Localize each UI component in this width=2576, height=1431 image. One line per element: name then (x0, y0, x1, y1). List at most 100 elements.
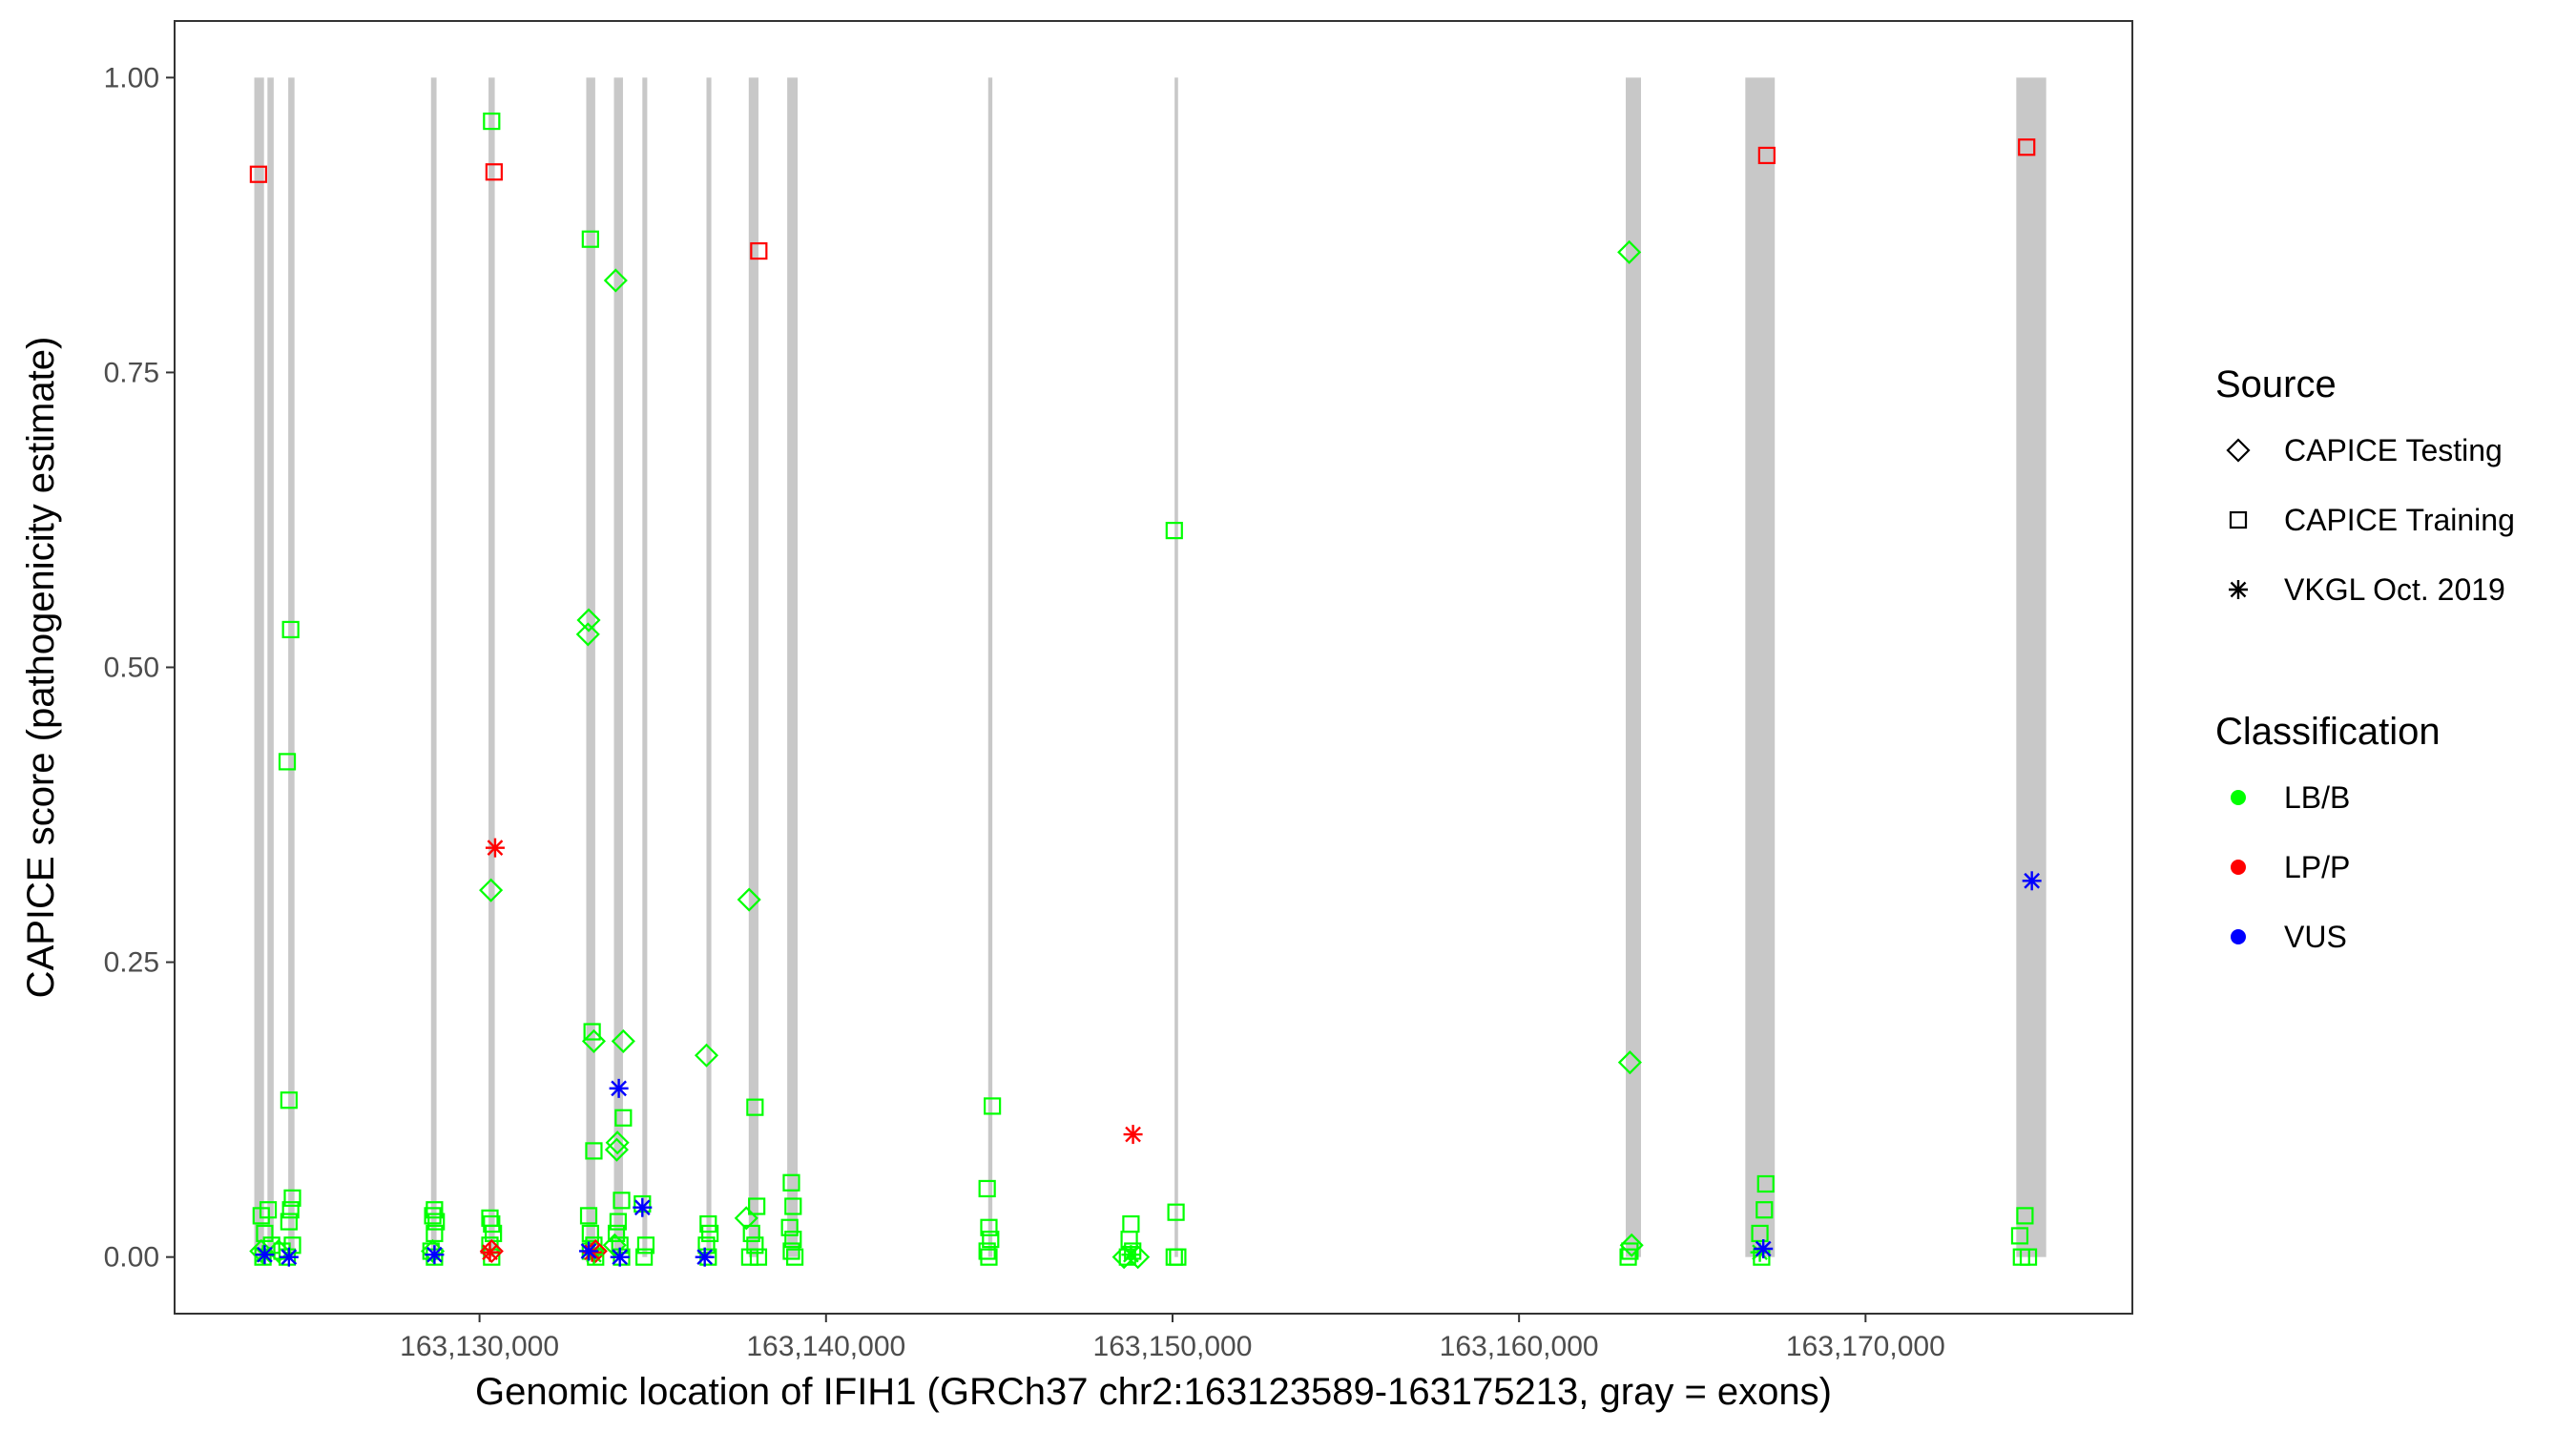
data-point (694, 1043, 719, 1068)
exon-band (642, 77, 648, 1257)
series-capice-testing-lb-b (249, 239, 1644, 1270)
data-point (1165, 521, 1183, 540)
exon-band (488, 77, 495, 1257)
x-axis-title: Genomic location of IFIH1 (GRCh37 chr2:1… (475, 1371, 1832, 1413)
data-point (610, 1247, 630, 1267)
legend-key-diamond (2226, 438, 2251, 463)
data-point (421, 1238, 446, 1264)
data-point (1754, 1239, 1774, 1259)
axes: 0.00 0.25 0.50 0.75 1.00 163,130,000 163,140,0… (104, 62, 1945, 1362)
exon-band (787, 77, 799, 1257)
data-point (786, 1248, 804, 1266)
data-point (1617, 239, 1642, 264)
series-vkgl-oct-2019-lp-p (480, 838, 1143, 1262)
data-point (1169, 1248, 1187, 1266)
data-point (609, 1078, 629, 1098)
data-point (633, 1197, 653, 1217)
data-point (784, 1231, 802, 1249)
data-point (581, 1028, 607, 1053)
legend-key-square (2229, 510, 2248, 529)
data-point (480, 1242, 500, 1262)
exon-band (586, 77, 595, 1257)
data-point (249, 1238, 274, 1264)
data-point (984, 1097, 1002, 1115)
legend-key-dot (2231, 790, 2246, 805)
data-point (1167, 1203, 1185, 1221)
data-point (782, 1173, 800, 1192)
data-point (980, 1218, 998, 1236)
data-point (636, 1236, 655, 1255)
exon-bands (254, 77, 2046, 1257)
exon-band (254, 77, 264, 1257)
data-point (980, 1248, 998, 1266)
data-point (281, 1201, 300, 1219)
data-point (583, 1023, 601, 1041)
data-point (603, 268, 628, 293)
data-point (607, 1224, 626, 1243)
data-point (2010, 1227, 2029, 1245)
data-point (1757, 146, 1776, 165)
data-point (2019, 1248, 2038, 1266)
data-point (1121, 1245, 1141, 1265)
data-point (1120, 1231, 1138, 1249)
exon-band (288, 77, 295, 1257)
exon-band (706, 77, 712, 1257)
y-tick-label: 1.00 (104, 62, 159, 93)
y-axis-title: CAPICE score (pathogenicity estimate) (20, 337, 62, 999)
data-point (695, 1247, 715, 1267)
series-capice-training-lp-p (249, 138, 2036, 260)
legend: Source Classification CAPICE Testing CAPI… (2215, 363, 2515, 954)
data-point (746, 1236, 764, 1255)
data-point (576, 608, 601, 633)
exon-band (1174, 77, 1178, 1257)
plot-panel-border (174, 20, 2133, 1315)
data-point (581, 230, 599, 248)
exon-band (987, 77, 993, 1257)
exon-band (1745, 77, 1776, 1257)
data-point (701, 1224, 719, 1243)
data-point (483, 112, 501, 131)
data-point (483, 1214, 501, 1234)
data-point (605, 1130, 630, 1155)
legend-source-title: Source (2215, 363, 2337, 405)
data-point (485, 838, 505, 858)
data-point (283, 1189, 301, 1207)
y-tick-label: 0.25 (104, 947, 159, 979)
data-point (2016, 1207, 2034, 1225)
x-tick-label: 163,130,000 (400, 1331, 559, 1362)
data-point (784, 1197, 802, 1215)
data-point (602, 1233, 627, 1257)
data-points (249, 112, 2042, 1270)
data-point (2022, 871, 2042, 891)
data-point (585, 1142, 603, 1160)
data-point (255, 1245, 275, 1265)
data-point (427, 1213, 446, 1231)
exon-band (1626, 77, 1642, 1257)
y-tick-label: 0.75 (104, 357, 159, 388)
legend-classification-title: Classification (2215, 711, 2441, 753)
x-tick-label: 163,150,000 (1093, 1331, 1253, 1362)
data-point (579, 1207, 598, 1225)
data-point (582, 1242, 602, 1262)
exon-band (267, 77, 274, 1257)
data-point (1617, 1050, 1642, 1075)
exon-band (2016, 77, 2046, 1257)
data-point (978, 1179, 996, 1198)
data-point (742, 1224, 760, 1243)
x-tick-label: 163,160,000 (1440, 1331, 1599, 1362)
data-point (750, 241, 768, 260)
data-point (611, 1028, 635, 1053)
data-point (1123, 1125, 1143, 1145)
data-point (575, 622, 600, 647)
y-tick-label: 0.50 (104, 653, 159, 684)
series-vkgl-oct-2019-lb-b (253, 1242, 1770, 1265)
x-tick-label: 163,140,000 (746, 1331, 905, 1362)
data-point (748, 1197, 766, 1215)
legend-key-dot (2231, 929, 2246, 944)
data-point (581, 1224, 599, 1243)
data-point (479, 878, 504, 902)
data-point (613, 1192, 631, 1210)
data-point (737, 887, 761, 912)
legend-source-label: CAPICE Training (2284, 503, 2515, 537)
